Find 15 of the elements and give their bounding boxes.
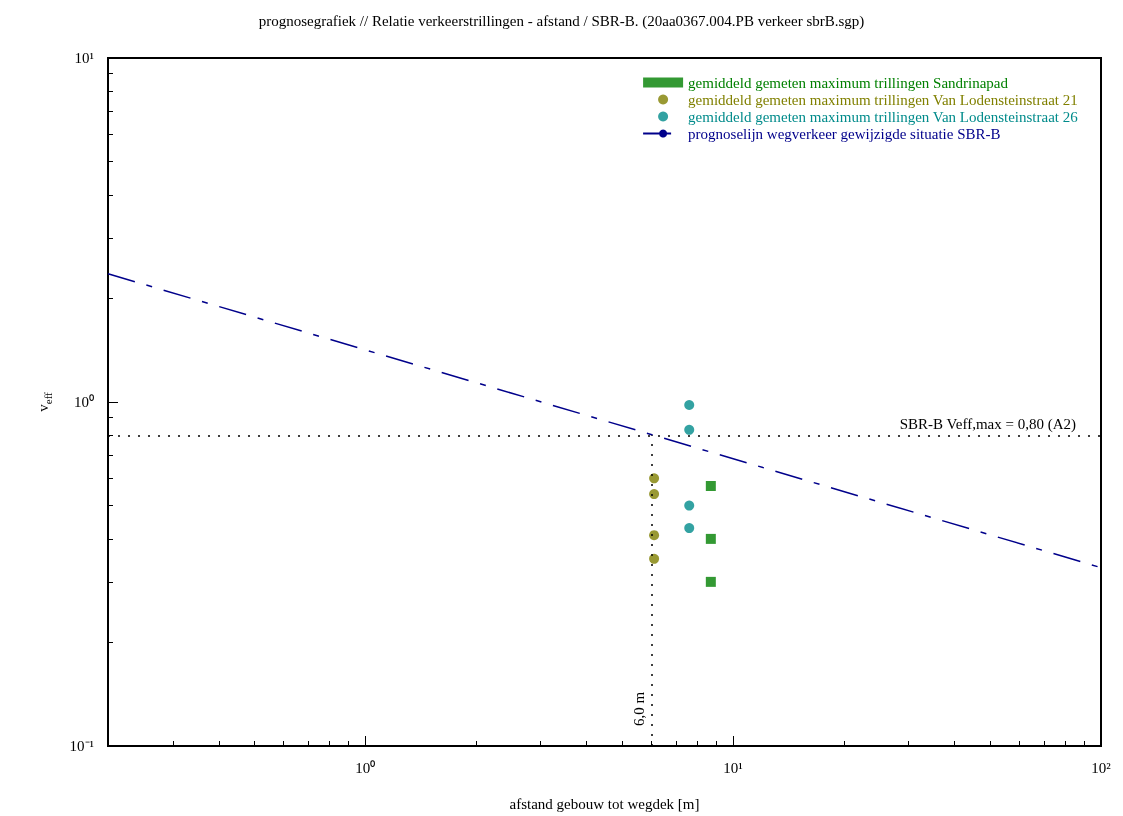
x-tick-label: 10² [1091, 759, 1112, 776]
y-axis-title: veff [34, 391, 54, 412]
ref-line-label: SBR-B Veff,max = 0,80 (A2) [899, 415, 1076, 433]
legend-label: prognoselijn wegverkeer gewijzigde situatie SBR-B [688, 125, 1001, 142]
chart-title: prognosegrafiek // Relatie verkeerstrillingen - afstand / SBR-B. (20aa0367.004.PB verkeer sbrB.sgp) [258, 12, 865, 30]
x-tick-label: 10⁰ [355, 759, 376, 776]
legend-label: gemiddeld gemeten maximum trillingen Sandrinapad [688, 74, 1009, 91]
ref-line-label: 6,0 m [630, 691, 647, 726]
legend-label: gemiddeld gemeten maximum trillingen Van Lodensteinstraat 21 [688, 91, 1078, 108]
y-tick-label: 10⁻¹ [69, 738, 94, 754]
legend-label: gemiddeld gemeten maximum trillingen Van Lodensteinstraat 26 [688, 108, 1079, 125]
x-axis-title: afstand gebouw tot wegdek [m] [509, 795, 700, 812]
x-tick-label: 10¹ [723, 759, 743, 776]
y-tick-label: 10⁰ [74, 394, 94, 410]
y-tick-label: 10¹ [74, 50, 94, 66]
